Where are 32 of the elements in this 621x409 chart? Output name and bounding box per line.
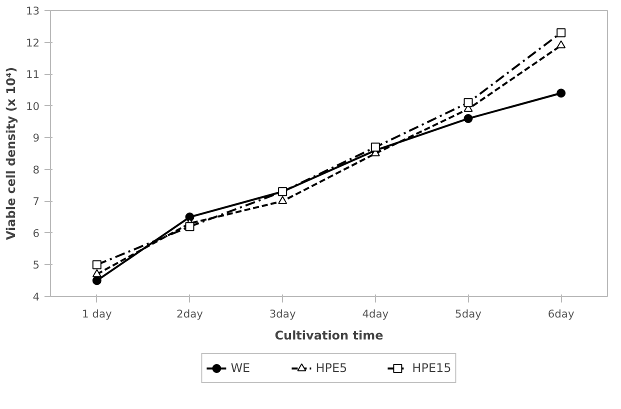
- x-tick-label: 1 day: [82, 308, 112, 320]
- point: [556, 88, 566, 98]
- x-tick-label: 5day: [455, 308, 482, 320]
- x-axis-title: Cultivation time: [274, 328, 384, 342]
- point: [556, 28, 566, 38]
- y-tick-label: 12: [26, 36, 40, 50]
- legend-label: HPE5: [316, 360, 348, 374]
- y-tick-label: 11: [26, 68, 40, 82]
- point: [92, 269, 102, 278]
- y-tick-label: 5: [32, 258, 40, 272]
- y-axis-title: Viable cell density (x 10⁴): [4, 66, 18, 240]
- legend-label: HPE15: [412, 360, 452, 374]
- y-tick-label: 8: [32, 163, 40, 176]
- y-tick-label: 13: [26, 4, 40, 18]
- point: [464, 114, 473, 124]
- y-tick-label: 10: [26, 100, 40, 113]
- point: [92, 260, 102, 270]
- y-tick-label: 9: [32, 132, 40, 145]
- y-tick-label: 7: [32, 195, 40, 208]
- x-tick-label: 3day: [269, 308, 296, 320]
- y-tick-label: 4: [32, 290, 40, 304]
- point: [185, 222, 194, 232]
- point: [370, 142, 380, 152]
- legend-label: WE: [230, 360, 251, 374]
- point: [464, 98, 473, 108]
- x-tick-label: 6day: [548, 308, 574, 320]
- x-tick-label: 2day: [176, 308, 203, 320]
- x-tick-label: 4day: [362, 308, 389, 320]
- point: [278, 196, 288, 204]
- point: [92, 276, 102, 286]
- point: [556, 40, 566, 48]
- y-tick-label: 6: [32, 226, 40, 240]
